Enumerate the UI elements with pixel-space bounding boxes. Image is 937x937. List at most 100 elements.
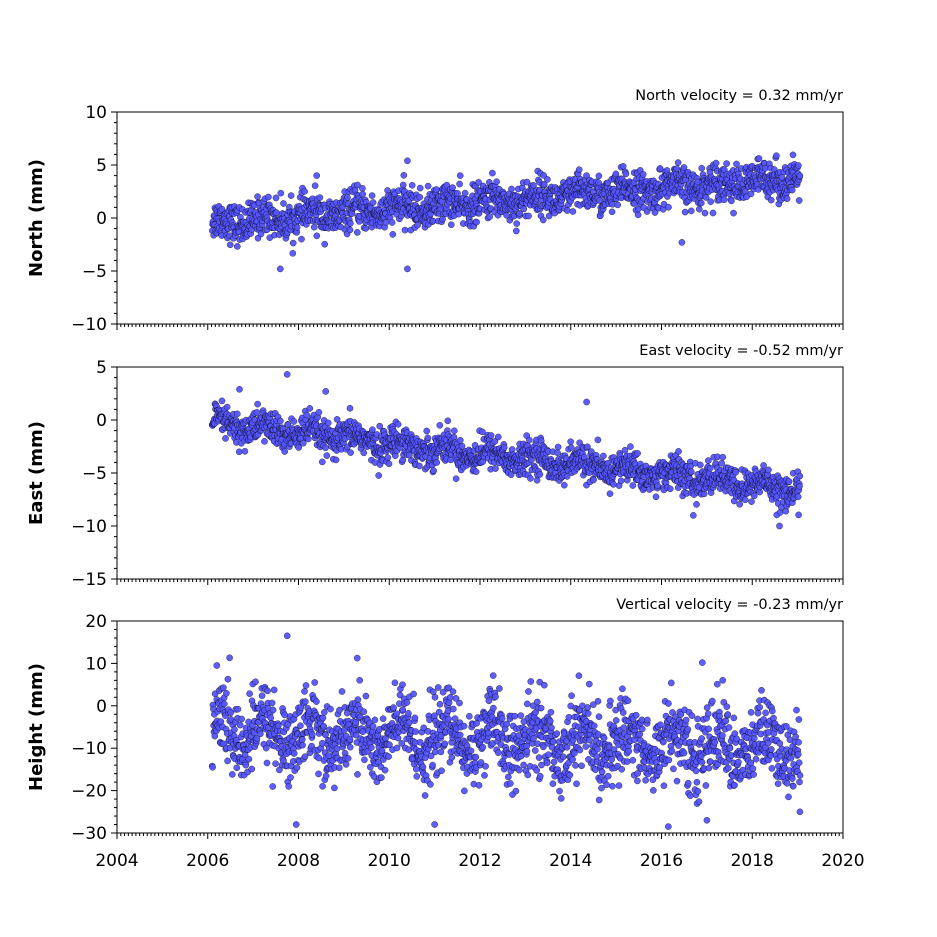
east-point: [433, 459, 440, 466]
east-point: [451, 427, 458, 435]
height-point: [584, 710, 592, 717]
height-point: [297, 722, 304, 729]
height-point: [498, 715, 506, 722]
north-point: [399, 181, 407, 189]
height-point: [413, 765, 420, 773]
height-point: [505, 773, 512, 781]
north-point: [455, 210, 463, 218]
north-point: [698, 199, 705, 207]
north-point: [540, 216, 547, 224]
north-point: [346, 226, 354, 234]
east-point: [554, 449, 561, 457]
east-point: [748, 498, 755, 505]
east-point: [303, 411, 310, 419]
east-point: [322, 444, 329, 452]
north-point: [316, 194, 324, 201]
north-points: [209, 151, 804, 273]
north-point: [301, 188, 308, 195]
north-point: [454, 190, 461, 197]
height-point: [385, 753, 392, 760]
east-point: [627, 443, 634, 450]
height-point: [565, 714, 573, 721]
east-point: [736, 501, 743, 508]
east-y-tick-label: −10: [71, 517, 107, 537]
height-point: [431, 694, 439, 701]
north-outlier-point: [404, 157, 411, 165]
north-point: [265, 193, 272, 201]
east-point: [527, 475, 534, 482]
height-point: [378, 774, 385, 781]
height-point: [461, 787, 468, 795]
north-point: [449, 184, 456, 191]
north-point: [311, 182, 319, 189]
height-point: [413, 773, 421, 780]
north-point: [354, 229, 361, 236]
height-point: [553, 730, 561, 737]
height-point: [530, 735, 537, 742]
north-outlier-point: [404, 265, 411, 273]
east-point: [319, 458, 326, 466]
height-point: [445, 715, 452, 723]
east-y-tick-label: 5: [96, 358, 107, 378]
east-point: [492, 465, 499, 472]
east-x-ticks: [116, 579, 844, 585]
east-point: [305, 435, 312, 443]
north-point: [569, 208, 577, 215]
east-point: [705, 457, 712, 464]
north-point: [634, 211, 642, 219]
east-point: [384, 454, 392, 461]
north-point: [473, 218, 480, 226]
east-point: [458, 442, 466, 450]
east-point: [495, 433, 502, 441]
east-point: [719, 453, 727, 461]
north-point: [728, 197, 735, 205]
north-point: [273, 209, 280, 216]
height-point: [368, 744, 375, 751]
height-point: [268, 699, 276, 707]
north-point: [401, 226, 409, 234]
north-point: [416, 184, 424, 192]
east-y-label: East (mm): [26, 421, 47, 525]
height-point: [224, 757, 231, 765]
height-point: [399, 706, 407, 714]
east-panel: −15−10−505 East (mm) East velocity = -0.…: [26, 343, 844, 590]
east-point: [306, 405, 314, 412]
east-point: [218, 397, 226, 405]
north-point: [414, 221, 421, 229]
east-point: [697, 461, 704, 469]
height-point: [479, 743, 487, 751]
height-point: [319, 740, 326, 747]
height-point: [511, 712, 519, 720]
height-point: [302, 682, 310, 689]
height-point: [405, 710, 412, 717]
height-point: [524, 771, 532, 779]
height-point: [315, 770, 322, 778]
height-point: [543, 759, 551, 767]
height-point: [566, 771, 574, 779]
height-point: [595, 713, 603, 720]
height-point: [378, 747, 386, 754]
north-point: [461, 189, 469, 197]
east-point: [277, 417, 284, 425]
height-point: [412, 728, 419, 735]
height-point: [346, 743, 354, 751]
height-point: [525, 688, 532, 695]
east-point: [254, 400, 261, 408]
height-point: [302, 698, 309, 705]
east-point: [732, 468, 740, 476]
north-point: [595, 172, 603, 180]
height-point: [449, 688, 457, 695]
north-point: [688, 207, 695, 215]
north-point: [575, 166, 583, 173]
east-velocity-title: East velocity = -0.52 mm/yr: [639, 343, 843, 359]
east-point: [234, 410, 241, 418]
east-point: [479, 428, 486, 436]
height-point: [557, 795, 565, 802]
east-point: [634, 450, 641, 457]
east-point: [610, 481, 617, 488]
height-point: [290, 750, 298, 757]
east-point: [718, 460, 725, 467]
east-point: [654, 482, 661, 490]
east-point: [554, 443, 562, 451]
height-point: [448, 754, 456, 761]
